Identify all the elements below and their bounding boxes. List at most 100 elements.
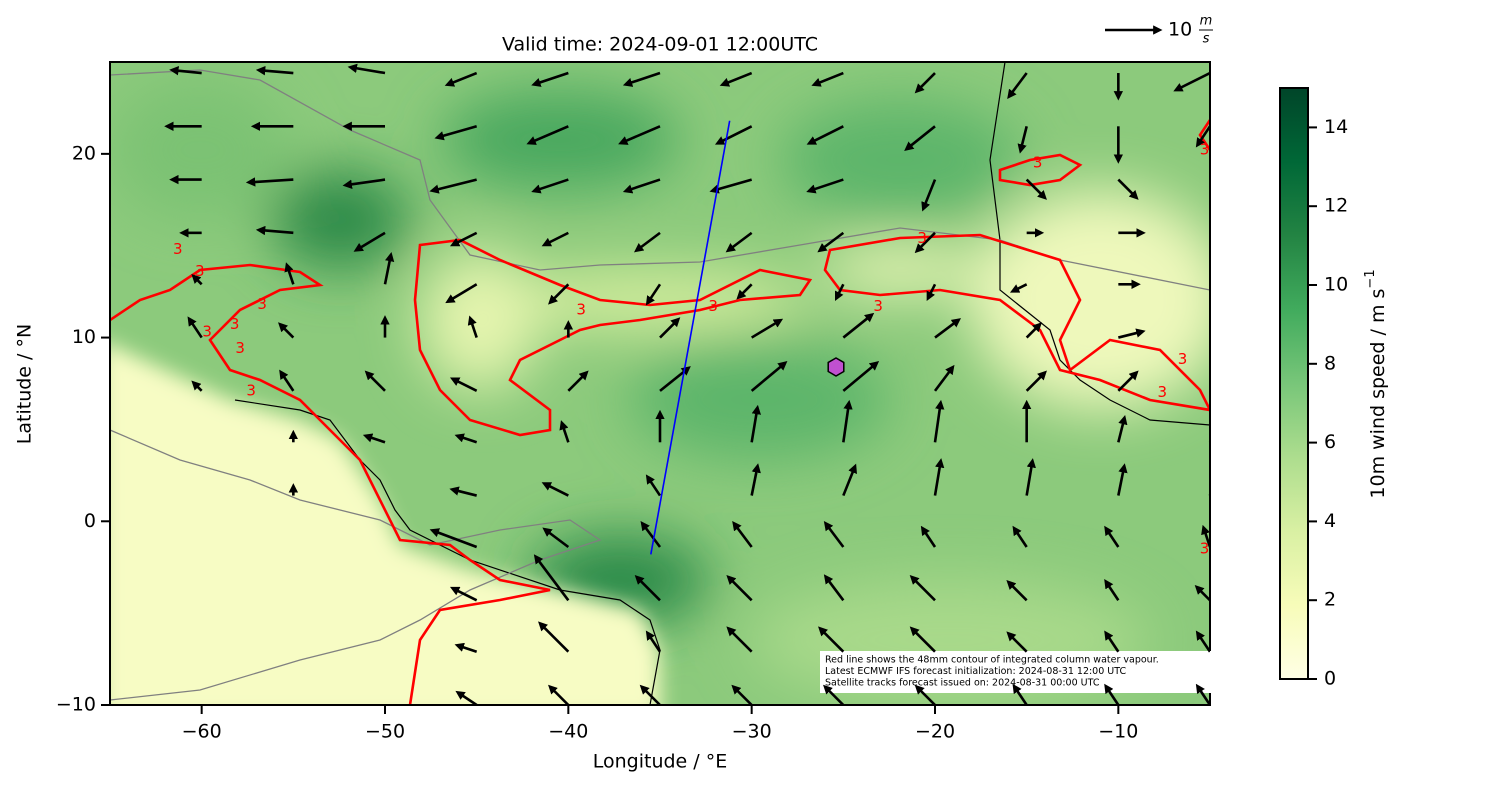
contour-label: 3 — [576, 301, 586, 319]
wind-arrow — [1117, 463, 1128, 496]
wind-arrow — [1173, 71, 1210, 92]
wind-arrow — [559, 420, 570, 443]
wind-arrow — [526, 125, 569, 145]
wind-arrow — [933, 399, 945, 443]
wind-arrow — [191, 380, 203, 392]
wind-arrow — [1025, 178, 1047, 200]
wind-arrow — [842, 463, 857, 497]
wind-arrow — [1012, 683, 1028, 705]
wind-arrow — [1104, 683, 1120, 705]
wind-arrow — [909, 574, 936, 602]
wind-arrow — [1009, 283, 1028, 293]
wind-arrow — [622, 178, 661, 194]
wind-arrow — [1104, 630, 1120, 653]
wind-arrow — [618, 125, 661, 145]
wind-arrow — [1104, 525, 1120, 548]
contour-label: 3 — [1200, 141, 1210, 159]
wind-arrow — [634, 574, 661, 602]
wind-arrow — [1117, 415, 1128, 443]
wind-arrow — [245, 177, 294, 187]
wind-arrow — [278, 322, 295, 339]
wind-arrow — [567, 370, 589, 392]
satellite-marker — [827, 357, 845, 377]
wind-arrow — [726, 626, 753, 653]
contour-label: 3 — [235, 339, 245, 357]
wind-arrow — [455, 690, 478, 705]
contour-label: 3 — [1033, 154, 1043, 172]
contour-label: 3 — [1178, 350, 1188, 368]
colorbar-tick-label: 14 — [1324, 116, 1348, 138]
wind-arrow — [732, 521, 753, 548]
wind-arrow — [444, 71, 478, 87]
wind-arrow — [255, 225, 294, 236]
wind-arrow — [1117, 178, 1139, 200]
red-contours — [110, 119, 1210, 705]
x-tick-label: −50 — [365, 721, 405, 743]
colorbar-tick-label: 0 — [1324, 668, 1336, 690]
wind-arrow — [1006, 631, 1028, 653]
wind-arrow — [726, 574, 753, 602]
wind-arrow — [1194, 584, 1210, 602]
wind-arrow — [1006, 579, 1028, 602]
wind-arrow — [1195, 630, 1210, 653]
colorbar-label-superscript: −1 — [1363, 269, 1378, 288]
contour-label: 3 — [246, 381, 256, 399]
y-tick-label: 20 — [72, 142, 96, 164]
wind-arrow — [934, 318, 961, 339]
wind-arrow — [731, 684, 753, 705]
wind-arrow — [823, 521, 845, 548]
wind-arrow — [533, 554, 570, 602]
contour-label: 3 — [173, 240, 183, 258]
wind-arrow — [284, 262, 295, 285]
wind-arrow — [806, 125, 844, 145]
annotation-line: Satellite tracks forecast issued on: 202… — [825, 678, 1100, 689]
y-tick-label: 10 — [72, 326, 96, 348]
wind-arrow — [806, 178, 844, 194]
wind-arrow — [640, 521, 662, 548]
wind-arrow — [622, 71, 661, 87]
wind-arrow — [811, 71, 844, 87]
wind-arrow — [1118, 328, 1146, 339]
colorbar-tick-label: 4 — [1324, 510, 1336, 532]
y-axis-label: Latitude / °N — [14, 324, 36, 444]
x-axis-label: Longitude / °E — [593, 751, 727, 773]
colorbar-tick-label: 2 — [1324, 589, 1336, 611]
wind-arrow — [1104, 579, 1120, 602]
wind-arrow — [920, 525, 937, 548]
wind-arrow — [383, 251, 395, 285]
wind-arrow — [909, 626, 936, 653]
coastline — [234, 399, 661, 705]
colorbar-label-text: 10m wind speed / m s — [1367, 289, 1389, 499]
colorbar-tick-label: 12 — [1324, 195, 1348, 217]
colorbar-tick-label: 8 — [1324, 352, 1336, 374]
wind-arrow — [187, 316, 203, 339]
wind-arrow — [541, 231, 569, 247]
contour-label: 3 — [195, 262, 205, 280]
wind-arrow — [531, 178, 569, 194]
contour-label: 3 — [257, 295, 267, 313]
wind-arrow — [904, 125, 936, 151]
colorbar — [1279, 87, 1309, 680]
wind-arrow — [634, 231, 661, 253]
wind-arrow — [1017, 125, 1028, 154]
wind-arrow — [1209, 231, 1210, 233]
coastline — [989, 62, 1210, 426]
colorbar-tick-label: 10 — [1324, 274, 1348, 296]
wind-arrow — [818, 626, 845, 653]
contour-label: 3 — [202, 323, 212, 341]
colorbar-label: 10m wind speed / m s−1 — [1363, 269, 1389, 498]
x-tick-label: −60 — [182, 721, 222, 743]
wind-arrow — [347, 63, 386, 75]
wind-arrow — [191, 273, 203, 286]
wind-arrow — [645, 630, 662, 653]
wind-arrow — [1209, 389, 1210, 391]
wind-arrow — [823, 574, 845, 602]
wind-arrow — [823, 684, 845, 705]
wind-arrow — [1195, 683, 1210, 705]
wind-arrow — [736, 283, 753, 300]
x-tick-label: −30 — [732, 721, 772, 743]
wind-arrow — [750, 318, 784, 339]
contour-label: 3 — [873, 297, 883, 315]
satellite-track — [650, 120, 731, 555]
